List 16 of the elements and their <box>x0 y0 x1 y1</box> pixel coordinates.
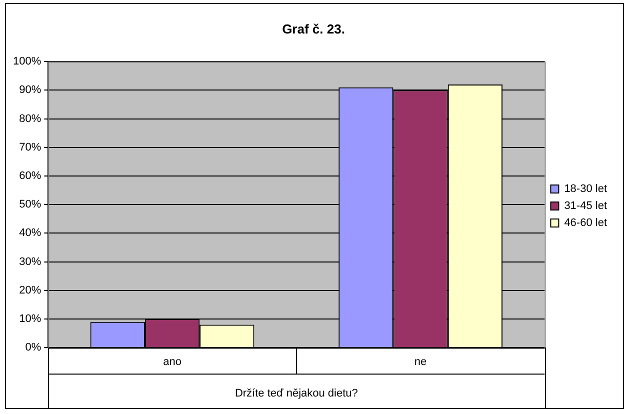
y-tick-label: 70% <box>19 141 42 154</box>
legend-label: 18-30 let <box>564 183 608 196</box>
y-tick-label: 20% <box>19 284 42 296</box>
y-tick-label: 0% <box>25 342 42 354</box>
y-tick-label: 50% <box>19 198 42 211</box>
y-tick-label: 90% <box>19 84 42 96</box>
y-tick-label: 100% <box>12 56 42 68</box>
x-axis-title: Držíte teď nějakou dietu? <box>234 387 358 400</box>
y-tick-label: 10% <box>19 313 42 326</box>
legend-label: 31-45 let <box>564 200 608 212</box>
y-tick-label: 40% <box>19 227 42 240</box>
legend-label: 46-60 let <box>564 217 608 230</box>
y-tick-label: 80% <box>19 112 42 125</box>
chart-title: Graf č. 23. <box>282 21 345 36</box>
y-tick-label: 30% <box>19 256 42 268</box>
y-tick-label: 60% <box>19 170 42 182</box>
